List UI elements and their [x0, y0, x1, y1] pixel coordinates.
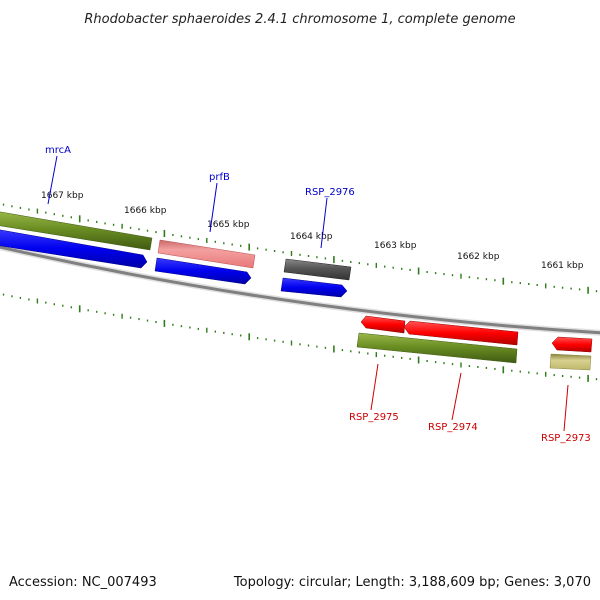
- gene-RSP_2974-red-feature[interactable]: [403, 320, 519, 346]
- tick-label-1666kbp: 1666 kbp: [124, 206, 167, 216]
- gene-RSP_2976-feature[interactable]: [283, 258, 352, 281]
- label-leader-RSP_2975: [370, 363, 379, 411]
- tick-label-1663kbp: 1663 kbp: [374, 241, 417, 251]
- label-leader-mrcA: [47, 155, 58, 205]
- genome-summary-text: Topology: circular; Length: 3,188,609 bp…: [233, 575, 591, 590]
- label-leader-prfB: [209, 182, 218, 233]
- gene-mrcA-feature[interactable]: [0, 211, 153, 251]
- gene-label-mrcA[interactable]: mrcA: [45, 145, 71, 156]
- gene-prfB-blue-feature[interactable]: [154, 257, 252, 285]
- accession-text: Accession: NC_007493: [9, 575, 157, 590]
- gene-label-RSP_2973[interactable]: RSP_2973: [541, 433, 591, 444]
- gene-label-RSP_2974[interactable]: RSP_2974: [428, 422, 478, 433]
- gene-label-prfB[interactable]: prfB: [209, 172, 230, 183]
- tick-label-1667kbp: 1667 kbp: [41, 191, 84, 201]
- label-leader-RSP_2976: [320, 197, 328, 249]
- tick-label-1662kbp: 1662 kbp: [457, 252, 500, 262]
- tick-label-1661kbp: 1661 kbp: [541, 261, 584, 271]
- gene-mrcA-blue-feature[interactable]: [0, 229, 148, 269]
- gene-RSP_2973-red-feature[interactable]: [551, 336, 593, 353]
- chromosome-backbone-line: [0, 245, 600, 335]
- map-title: Rhodobacter sphaeroides 2.4.1 chromosome…: [84, 12, 515, 27]
- tick-label-1664kbp: 1664 kbp: [290, 232, 333, 242]
- gene-label-RSP_2975[interactable]: RSP_2975: [349, 412, 399, 423]
- tick-row-lower: [2, 293, 598, 382]
- label-leader-RSP_2973: [563, 384, 569, 432]
- label-leader-RSP_2974: [451, 372, 462, 421]
- gene-label-RSP_2976[interactable]: RSP_2976: [305, 187, 355, 198]
- gene-prfB-feature[interactable]: [157, 239, 256, 269]
- tick-row-upper: [2, 203, 598, 294]
- gene-RSP_2976-blue-feature[interactable]: [280, 277, 348, 298]
- gene-RSP_2975-red-feature[interactable]: [360, 315, 406, 334]
- gene-RSP_2975-2974-cds-feature[interactable]: [356, 332, 518, 364]
- tick-label-1665kbp: 1665 kbp: [207, 220, 250, 230]
- gene-RSP_2973-cds-feature[interactable]: [549, 353, 592, 371]
